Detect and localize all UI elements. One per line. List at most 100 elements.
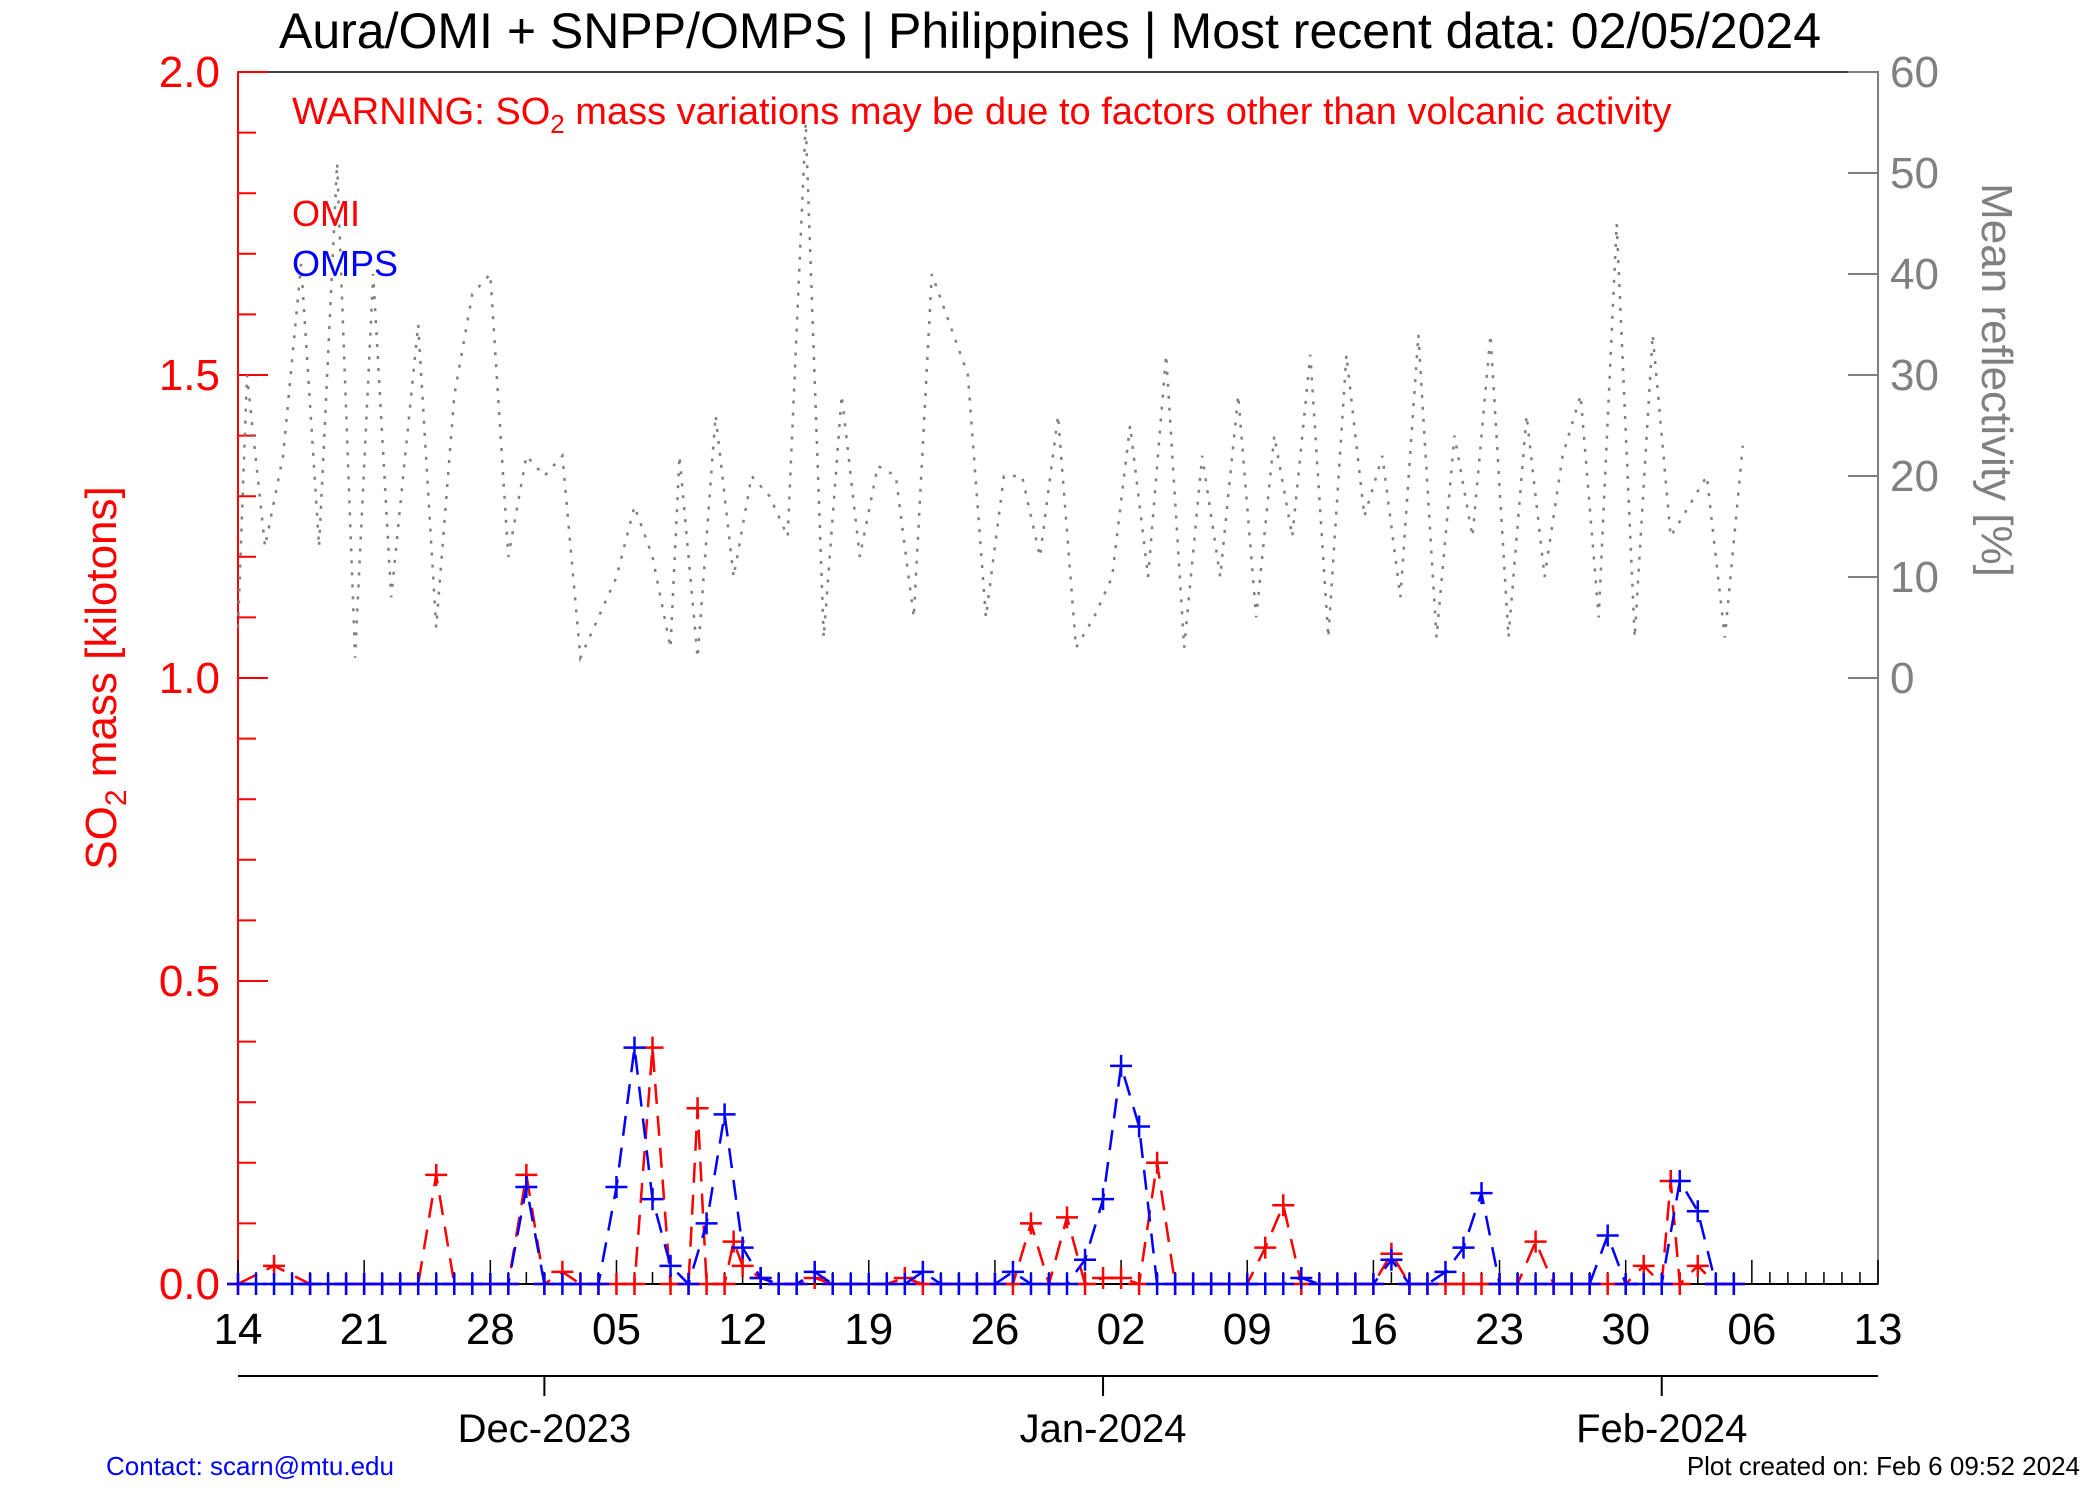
left-axis-title: SO2 mass [kilotons] xyxy=(77,486,133,869)
month-axis: Dec-2023 Jan-2024 Feb-2024 xyxy=(238,1375,1878,1451)
data-point-marker xyxy=(587,1273,610,1295)
left-tick-label: 1.0 xyxy=(159,654,220,703)
data-point-marker xyxy=(1686,1254,1709,1277)
data-point-marker xyxy=(911,1260,934,1283)
right-axis-ticks: 0 10 20 30 40 50 60 xyxy=(1848,48,1939,703)
series-omi xyxy=(227,1036,1745,1295)
data-point-marker xyxy=(803,1260,826,1283)
data-point-marker xyxy=(1722,1273,1745,1295)
x-tick-label: 12 xyxy=(718,1305,767,1354)
data-point-marker xyxy=(785,1273,808,1295)
series-omps xyxy=(227,1036,1745,1295)
data-point-marker xyxy=(1074,1248,1097,1271)
data-point-marker xyxy=(1362,1273,1385,1295)
data-point-marker xyxy=(722,1230,745,1253)
series-mean-reflectivity xyxy=(236,122,1745,663)
data-point-marker xyxy=(623,1036,646,1059)
data-point-marker xyxy=(713,1103,736,1126)
data-point-marker xyxy=(1110,1266,1133,1289)
data-point-marker xyxy=(623,1273,646,1295)
x-axis-ticks: 14 21 28 05 12 19 26 02 09 16 23 30 06 13 xyxy=(214,1260,1903,1354)
data-point-marker xyxy=(1470,1182,1493,1205)
right-tick-label: 10 xyxy=(1890,553,1939,602)
x-tick-label: 21 xyxy=(340,1305,389,1354)
x-tick-label: 28 xyxy=(466,1305,515,1354)
month-label: Jan-2024 xyxy=(1020,1407,1187,1451)
x-tick-label: 30 xyxy=(1601,1305,1650,1354)
data-point-marker xyxy=(695,1212,718,1235)
data-point-marker xyxy=(1668,1169,1691,1192)
data-point-marker xyxy=(497,1273,520,1295)
right-axis-title: Mean reflectivity [%] xyxy=(1972,183,2021,577)
x-tick-label: 26 xyxy=(970,1305,1019,1354)
data-point-marker xyxy=(1146,1151,1169,1174)
data-point-marker xyxy=(749,1266,772,1289)
data-point-marker xyxy=(677,1273,700,1295)
x-tick-label: 13 xyxy=(1854,1305,1903,1354)
chart-title: Aura/OMI + SNPP/OMPS | Philippines | Mos… xyxy=(279,3,1821,59)
plot-frame xyxy=(237,71,1879,1285)
left-axis-ticks: 0.0 0.5 1.0 1.5 2.0 xyxy=(159,48,268,1309)
data-point-marker xyxy=(1416,1273,1439,1295)
plot-area xyxy=(237,71,1879,1285)
series-line xyxy=(238,1047,1734,1287)
data-point-marker xyxy=(659,1254,682,1277)
data-point-marker xyxy=(425,1163,448,1186)
left-tick-label: 0.0 xyxy=(159,1260,220,1309)
month-label: Dec-2023 xyxy=(458,1407,631,1451)
left-tick-label: 2.0 xyxy=(159,48,220,97)
data-point-marker xyxy=(1056,1206,1079,1229)
right-tick-label: 20 xyxy=(1890,452,1939,501)
data-point-marker xyxy=(641,1188,664,1211)
right-tick-label: 50 xyxy=(1890,149,1939,198)
data-point-marker xyxy=(1650,1273,1673,1295)
contact-text[interactable]: Contact: scarn@mtu.edu xyxy=(106,1451,394,1481)
data-point-marker xyxy=(1380,1248,1403,1271)
data-point-marker xyxy=(1434,1260,1457,1283)
data-point-marker xyxy=(983,1273,1006,1295)
data-point-marker xyxy=(1001,1260,1024,1283)
x-tick-label: 06 xyxy=(1727,1305,1776,1354)
month-label: Feb-2024 xyxy=(1576,1407,1747,1451)
x-tick-label: 09 xyxy=(1223,1305,1272,1354)
legend-omps: OMPS xyxy=(292,243,398,284)
x-tick-label: 05 xyxy=(592,1305,641,1354)
data-point-marker xyxy=(1290,1266,1313,1289)
data-point-marker xyxy=(1019,1212,1042,1235)
x-tick-label: 14 xyxy=(214,1305,263,1354)
data-point-marker xyxy=(1596,1224,1619,1247)
data-point-marker xyxy=(893,1273,916,1295)
warning-text: WARNING: SO2 mass variations may be due … xyxy=(292,91,1671,139)
data-point-marker xyxy=(686,1097,709,1120)
data-point-marker xyxy=(731,1236,754,1259)
data-point-marker xyxy=(713,1273,736,1295)
plot-created-text: Plot created on: Feb 6 09:52 2024 xyxy=(1687,1451,2080,1481)
data-point-marker xyxy=(1578,1273,1601,1295)
data-point-marker xyxy=(1128,1115,1151,1138)
data-point-marker xyxy=(515,1176,538,1199)
x-tick-label: 16 xyxy=(1349,1305,1398,1354)
left-tick-label: 0.5 xyxy=(159,957,220,1006)
right-tick-label: 30 xyxy=(1890,351,1939,400)
right-tick-label: 60 xyxy=(1890,48,1939,97)
data-point-marker xyxy=(1272,1194,1295,1217)
series-line xyxy=(237,1047,1734,1289)
data-point-marker xyxy=(1452,1236,1475,1259)
series-layer xyxy=(227,122,1745,1295)
data-point-marker xyxy=(605,1176,628,1199)
data-point-marker xyxy=(1524,1230,1547,1253)
data-point-marker xyxy=(1056,1273,1079,1295)
data-point-marker xyxy=(1686,1200,1709,1223)
x-tick-label: 19 xyxy=(844,1305,893,1354)
data-point-marker xyxy=(1254,1236,1277,1259)
right-tick-label: 0 xyxy=(1890,654,1914,703)
legend-omi: OMI xyxy=(292,193,360,234)
right-tick-label: 40 xyxy=(1890,250,1939,299)
data-point-marker xyxy=(1092,1188,1115,1211)
data-point-marker xyxy=(1272,1273,1295,1295)
x-tick-label: 02 xyxy=(1097,1305,1146,1354)
x-tick-label: 23 xyxy=(1475,1305,1524,1354)
left-tick-label: 1.5 xyxy=(159,351,220,400)
series-line xyxy=(236,122,1745,663)
